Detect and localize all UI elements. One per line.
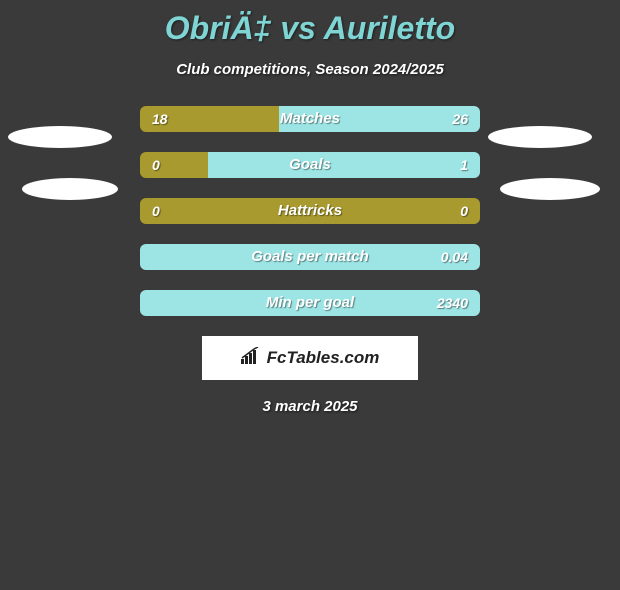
ellipse-icon <box>500 178 600 200</box>
stat-bar-track <box>140 198 480 224</box>
page-title: ObriÄ‡ vs Auriletto <box>0 10 620 47</box>
stat-bar-left <box>140 106 279 132</box>
stat-bar-left <box>140 198 480 224</box>
stat-row: Hattricks00 <box>0 198 620 224</box>
stat-bar-right <box>279 106 480 132</box>
stat-bar-track <box>140 244 480 270</box>
stat-bar-track <box>140 290 480 316</box>
stat-bar-track <box>140 152 480 178</box>
subtitle: Club competitions, Season 2024/2025 <box>0 61 620 78</box>
brand-text: FcTables.com <box>267 348 380 368</box>
bar-chart-icon <box>241 347 263 370</box>
stat-bar-track <box>140 106 480 132</box>
brand-box: FcTables.com <box>202 336 418 380</box>
ellipse-icon <box>8 126 112 148</box>
stat-bar-right <box>140 244 480 270</box>
stat-row: Min per goal2340 <box>0 290 620 316</box>
stat-bar-right <box>208 152 480 178</box>
ellipse-icon <box>22 178 118 200</box>
stat-row: Goals per match0.04 <box>0 244 620 270</box>
stat-bar-right <box>140 290 480 316</box>
ellipse-icon <box>488 126 592 148</box>
date-text: 3 march 2025 <box>0 398 620 415</box>
stat-row: Goals01 <box>0 152 620 178</box>
stat-bar-left <box>140 152 208 178</box>
